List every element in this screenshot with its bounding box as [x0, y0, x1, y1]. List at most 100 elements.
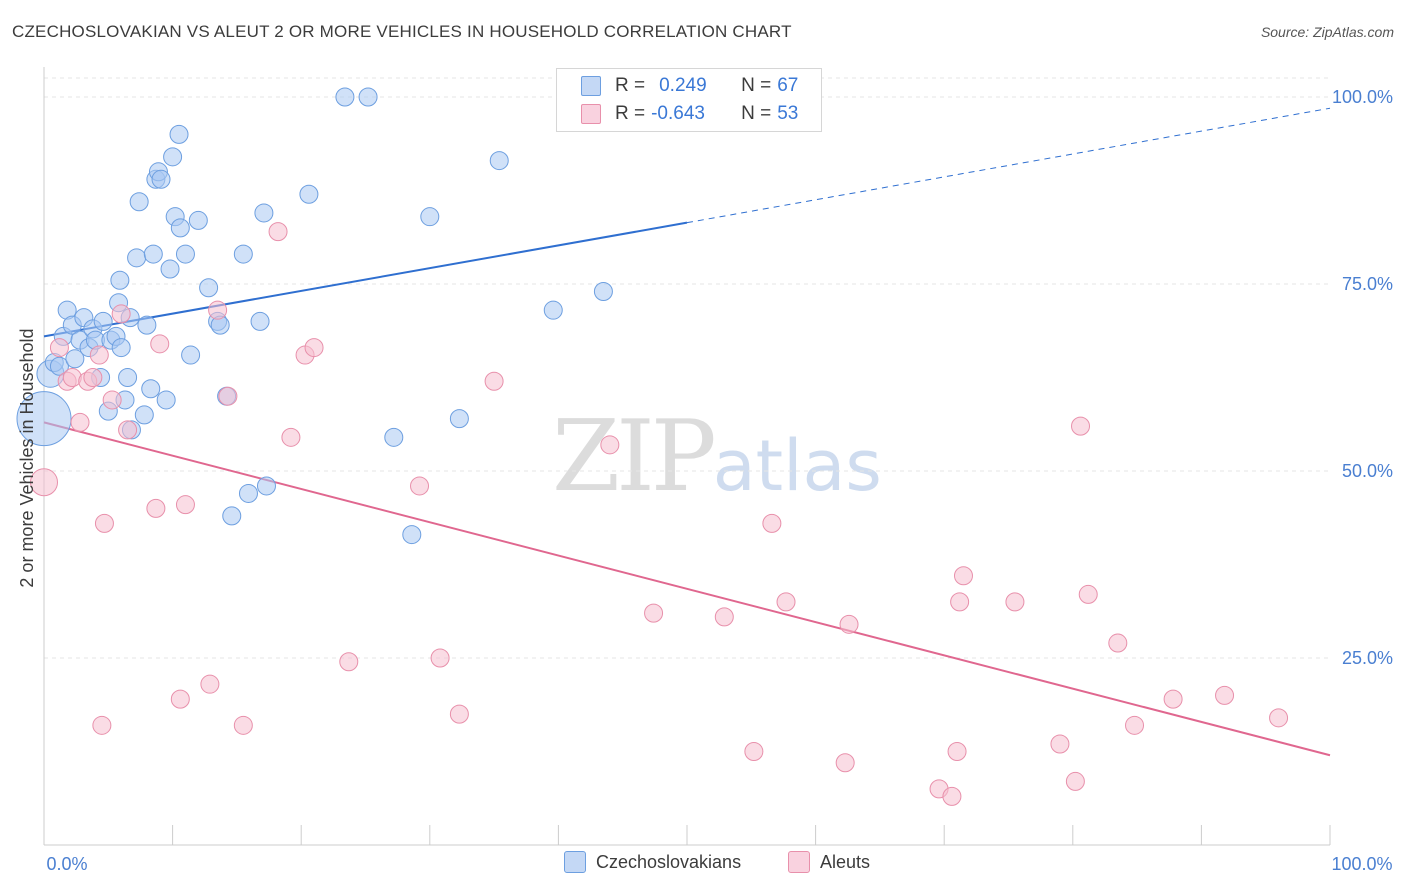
bottom-legend-aleuts: Aleuts [788, 851, 870, 873]
watermark-atlas: atlas [712, 425, 882, 507]
aleut-point [600, 435, 620, 455]
czechoslovakian-point [111, 338, 131, 358]
aleut-point [1125, 715, 1145, 735]
aleut-point [1108, 633, 1128, 653]
aleut-trend-line [43, 421, 1331, 757]
y-tick-label: 50.0% [1342, 461, 1393, 481]
bottom-legend-label: Czechoslovakians [596, 851, 742, 872]
aleut-point [281, 427, 301, 447]
czechoslovakian-point [137, 315, 157, 335]
czechoslovakian-point [127, 248, 147, 268]
y-tick-label: 100.0% [1332, 87, 1393, 107]
czechoslovakian-point [143, 244, 163, 264]
axes [43, 67, 1331, 846]
czechoslovakian-point [175, 244, 195, 264]
aleut-point [111, 304, 131, 324]
aleut-point [200, 674, 220, 694]
aleut-point [947, 742, 967, 761]
aleut-point [218, 386, 238, 406]
aleut-point [94, 513, 114, 533]
czechoslovakian-point [238, 483, 258, 503]
x-tick-label: 0.0% [46, 854, 87, 874]
legend-n-value: 67 [777, 75, 799, 96]
watermark: ZIPatlas [552, 400, 882, 514]
bottom-legend-swatch-pink [788, 851, 810, 873]
czechoslovakian-point [118, 368, 138, 387]
legend-r-value: 0.249 [659, 75, 707, 96]
legend: R = 0.249 N = 67 R = -0.643 N = 53 [556, 68, 822, 132]
czechoslovakian-point [449, 409, 469, 429]
grid-lines [44, 77, 1330, 659]
aleut-point [70, 412, 90, 432]
aleut-point [49, 338, 69, 358]
aleut-point [953, 566, 973, 586]
aleut-point [1215, 685, 1235, 705]
aleut-point [1050, 734, 1070, 754]
legend-swatch-pink [581, 104, 601, 124]
aleut-point [714, 607, 734, 627]
y-axis-label: 2 or more Vehicles in Household [17, 328, 37, 587]
czechoslovakian-point [233, 244, 253, 264]
bottom-legend-czechoslovakians: Czechoslovakians [564, 851, 741, 873]
aleut-point [644, 603, 664, 623]
aleut-point [950, 592, 970, 612]
aleut-point [484, 371, 504, 391]
czechoslovakian-point [129, 192, 149, 212]
aleut-point [92, 715, 112, 735]
czechoslovakian-point [543, 300, 563, 320]
aleut-point [268, 222, 288, 242]
czechoslovakian-point [181, 345, 201, 365]
x-tick-label: 100.0% [1331, 854, 1392, 874]
y-tick-label: 25.0% [1342, 648, 1393, 668]
aleut-point [208, 300, 228, 320]
czechoslovakian-point [16, 391, 72, 447]
czechoslovakian-point [299, 184, 319, 204]
aleut-point [410, 476, 430, 496]
czechoslovakian-point [160, 259, 180, 279]
aleut-point [1005, 592, 1025, 612]
legend-n-value: 53 [777, 103, 799, 124]
aleut-point [835, 753, 855, 773]
legend-row-czechoslovakians: R = 0.249 N = 67 [581, 74, 798, 98]
czechoslovakian-point [170, 218, 190, 238]
aleut-point [762, 513, 782, 533]
aleut-point [1163, 689, 1183, 709]
aleut-point [776, 592, 796, 612]
aleut-point [83, 368, 103, 387]
czechoslovakian-point [199, 278, 219, 298]
czechoslovakian-point [93, 311, 113, 331]
czechoslovakian-trend-extension [686, 107, 1331, 224]
legend-n-label: N = [741, 75, 772, 96]
czechoslovakian-point [254, 203, 274, 223]
aleut-point [744, 742, 764, 761]
bottom-legend-swatch-blue [564, 851, 586, 873]
czechoslovakian-point [420, 207, 440, 227]
source-label: Source: ZipAtlas.com [1260, 24, 1394, 40]
czechoslovakian-point [151, 169, 171, 189]
czechoslovakian-point [384, 427, 404, 447]
legend-row-aleuts: R = -0.643 N = 53 [581, 102, 798, 126]
aleut-point [146, 498, 166, 518]
legend-n-label: N = [741, 103, 772, 124]
aleut-point [102, 390, 122, 410]
czechoslovakian-point [163, 147, 183, 167]
aleut-point [839, 614, 859, 634]
czechoslovakian-point [134, 405, 154, 425]
czechoslovakian-point [188, 210, 208, 230]
tick-labels: 25.0% 50.0% 75.0% 100.0% 0.0% 100.0% [46, 87, 1393, 874]
watermark-zip: ZIP [552, 400, 717, 514]
aleut-point [89, 345, 109, 365]
aleut-point [449, 704, 469, 724]
aleut-point [170, 689, 190, 709]
czechoslovakian-point [141, 379, 161, 399]
aleut-point [30, 468, 58, 497]
aleut-point [150, 334, 170, 354]
czechoslovakian-point [489, 151, 509, 171]
czechoslovakian-point [250, 311, 270, 331]
legend-r-value: -0.643 [651, 103, 705, 124]
czechoslovakian-point [49, 356, 69, 376]
aleut-point [233, 715, 253, 735]
czechoslovakian-point [358, 87, 378, 107]
legend-r-label: R = [615, 103, 646, 124]
